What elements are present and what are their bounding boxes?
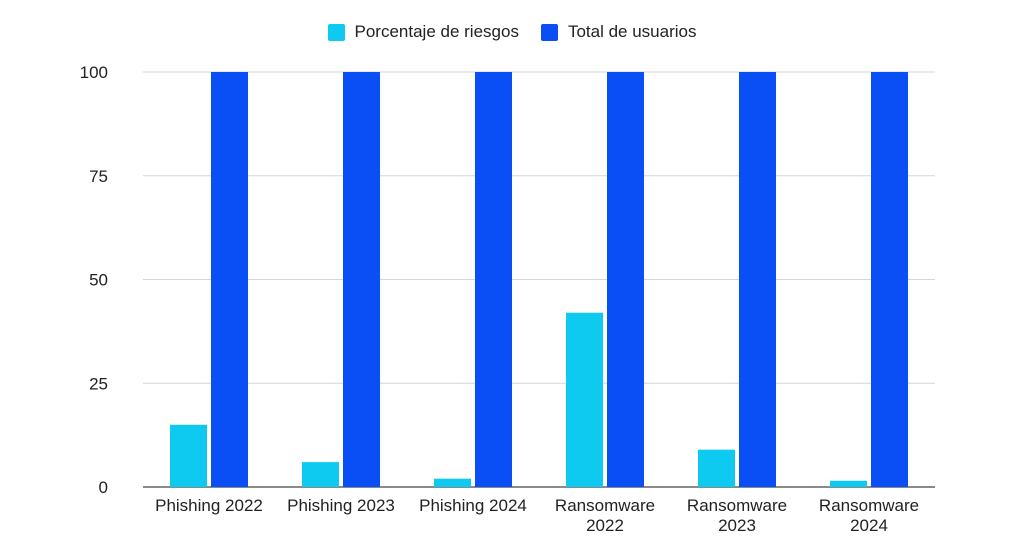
legend-swatch-series-2 — [540, 23, 558, 41]
x-tick-label: Phishing 2023 — [287, 496, 395, 515]
y-tick-label: 100 — [80, 63, 108, 82]
bar-series-1-category-2[interactable] — [302, 462, 339, 487]
x-tick-label: Ransomware — [687, 496, 787, 515]
legend-item-series-1[interactable]: Porcentaje de riesgos — [327, 22, 519, 42]
bars — [170, 72, 908, 487]
x-tick-label: Ransomware — [555, 496, 655, 515]
bar-series-2-category-4[interactable] — [607, 72, 644, 487]
bar-series-2-category-1[interactable] — [211, 72, 248, 487]
legend-swatch-series-1 — [327, 23, 345, 41]
x-axis: Phishing 2022 Phishing 2023 Phishing 2024 R… — [155, 496, 919, 535]
bar-series-1-category-6[interactable] — [830, 480, 867, 487]
bar-series-2-category-2[interactable] — [343, 72, 380, 487]
bar-series-1-category-3[interactable] — [434, 478, 471, 487]
y-tick-label: 25 — [89, 374, 108, 393]
x-tick-label: Phishing 2024 — [419, 496, 527, 515]
x-tick-label: 2024 — [850, 516, 888, 535]
bar-series-2-category-3[interactable] — [475, 72, 512, 487]
y-tick-label: 75 — [89, 167, 108, 186]
bar-series-2-category-5[interactable] — [739, 72, 776, 487]
y-axis: 0 25 50 75 100 — [80, 63, 108, 497]
bar-series-1-category-1[interactable] — [170, 424, 207, 487]
y-tick-label: 50 — [89, 271, 108, 290]
legend-item-series-2[interactable]: Total de usuarios — [540, 22, 697, 42]
y-tick-label: 0 — [99, 478, 108, 497]
bar-series-1-category-4[interactable] — [566, 312, 603, 487]
bar-series-2-category-6[interactable] — [871, 72, 908, 487]
x-tick-label: 2022 — [586, 516, 624, 535]
legend: Porcentaje de riesgos Total de usuarios — [0, 22, 1024, 42]
x-tick-label: Phishing 2022 — [155, 496, 263, 515]
x-tick-label: Ransomware — [819, 496, 919, 515]
bar-series-1-category-5[interactable] — [698, 449, 735, 487]
legend-label-series-1: Porcentaje de riesgos — [354, 22, 519, 41]
legend-label-series-2: Total de usuarios — [567, 22, 697, 41]
x-tick-label: 2023 — [718, 516, 756, 535]
gridlines — [143, 71, 935, 488]
